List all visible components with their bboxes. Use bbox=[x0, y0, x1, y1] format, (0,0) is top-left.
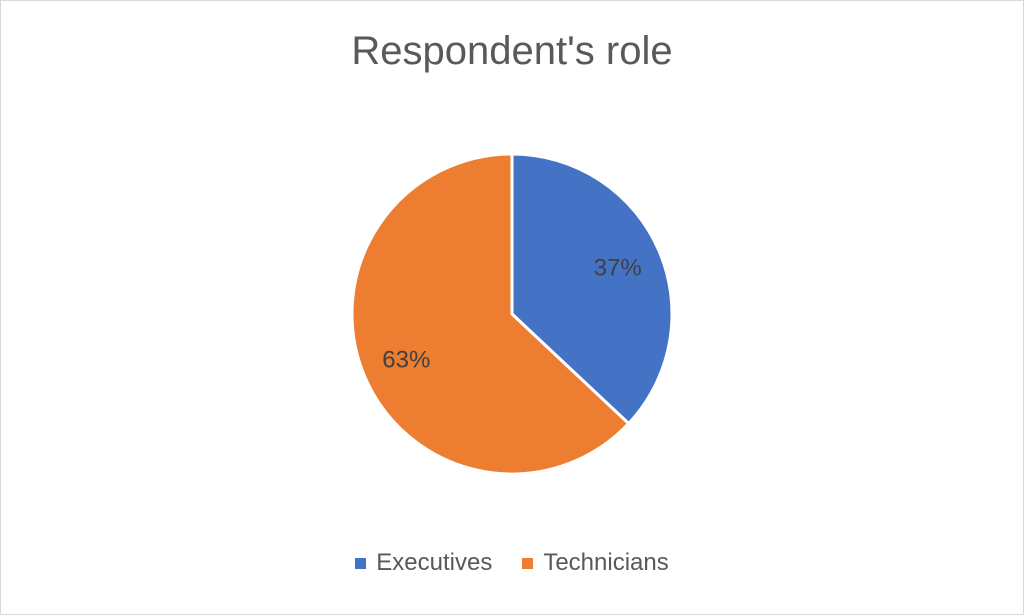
legend: Executives Technicians bbox=[1, 549, 1023, 577]
pie-labels: 37% 63% bbox=[382, 255, 641, 374]
pie-label-technicians: 63% bbox=[382, 346, 430, 373]
pie-slices bbox=[350, 152, 674, 476]
legend-swatch-executives bbox=[355, 557, 367, 569]
pie-label-executives: 37% bbox=[594, 255, 642, 282]
legend-label-technicians: Technicians bbox=[543, 549, 669, 576]
legend-swatch-technicians bbox=[522, 557, 534, 569]
legend-item-technicians: Technicians bbox=[522, 549, 669, 577]
chart-title: Respondent's role bbox=[351, 29, 673, 73]
legend-label-executives: Executives bbox=[376, 549, 493, 576]
pie-slice-technicians bbox=[350, 152, 631, 476]
pie-slice-executives bbox=[510, 152, 674, 426]
legend-item-executives: Executives bbox=[355, 549, 492, 577]
